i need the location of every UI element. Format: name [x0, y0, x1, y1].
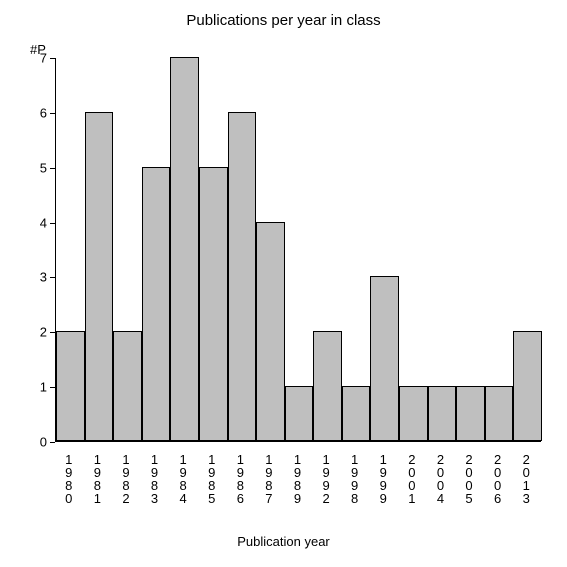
bar	[428, 386, 457, 441]
x-tick-label: 2005	[463, 452, 476, 504]
y-tick-label: 2	[27, 325, 47, 340]
y-tick	[50, 113, 55, 114]
plot-area	[55, 58, 541, 442]
y-tick	[50, 277, 55, 278]
y-tick-label: 6	[27, 105, 47, 120]
bar	[256, 222, 285, 441]
y-tick-label: 4	[27, 215, 47, 230]
bar	[485, 386, 514, 441]
bar	[456, 386, 485, 441]
y-tick-label: 7	[27, 51, 47, 66]
bar	[399, 386, 428, 441]
bar	[142, 167, 171, 441]
y-tick-label: 0	[27, 435, 47, 450]
x-tick-label: 2006	[491, 452, 504, 504]
x-tick-label: 1983	[148, 452, 161, 504]
x-axis-label: Publication year	[0, 534, 567, 549]
x-tick-label: 1980	[62, 452, 75, 504]
x-tick-label: 1999	[377, 452, 390, 504]
bar	[199, 167, 228, 441]
x-tick-label: 1986	[234, 452, 247, 504]
chart-title: Publications per year in class	[0, 12, 567, 29]
x-tick-label: 2004	[434, 452, 447, 504]
y-tick	[50, 168, 55, 169]
x-tick-label: 2013	[520, 452, 533, 504]
bar	[342, 386, 371, 441]
x-tick-label: 1992	[320, 452, 333, 504]
bar	[85, 112, 114, 441]
y-tick-label: 3	[27, 270, 47, 285]
bar	[285, 386, 314, 441]
bar	[513, 331, 542, 441]
x-tick-label: 1982	[119, 452, 132, 504]
y-tick	[50, 58, 55, 59]
bar	[170, 57, 199, 441]
y-tick	[50, 442, 55, 443]
bar	[313, 331, 342, 441]
y-tick	[50, 223, 55, 224]
x-tick-label: 2001	[405, 452, 418, 504]
bar	[113, 331, 142, 441]
bar	[370, 276, 399, 441]
bar	[228, 112, 257, 441]
y-tick	[50, 332, 55, 333]
bar	[56, 331, 85, 441]
x-tick-label: 1981	[91, 452, 104, 504]
x-tick-label: 1985	[205, 452, 218, 504]
y-tick-label: 1	[27, 380, 47, 395]
x-tick-label: 1987	[262, 452, 275, 504]
x-tick-label: 1984	[177, 452, 190, 504]
x-tick-label: 1989	[291, 452, 304, 504]
y-tick	[50, 387, 55, 388]
chart-container: Publications per year in class #P Public…	[0, 0, 567, 567]
y-tick-label: 5	[27, 160, 47, 175]
x-tick-label: 1998	[348, 452, 361, 504]
